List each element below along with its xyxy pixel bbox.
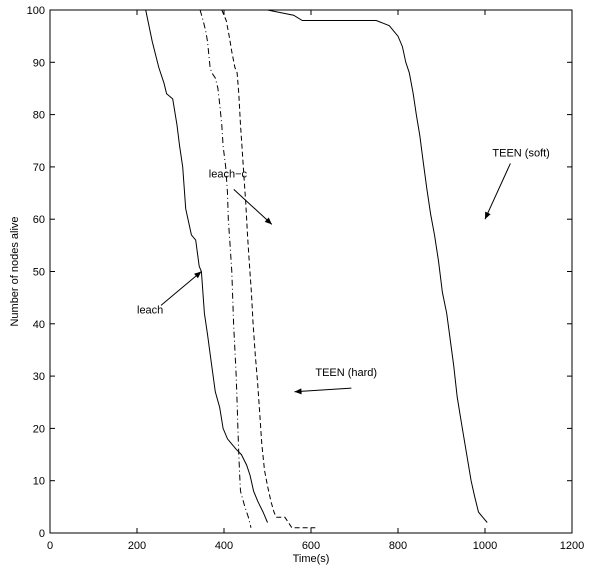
- series-line-leach-c: [199, 9, 252, 528]
- y-axis-label: Number of nodes alive: [9, 216, 21, 326]
- series-group: [145, 9, 488, 529]
- y-tick-label: 70: [33, 162, 45, 174]
- x-tick-label: 400: [215, 540, 233, 552]
- x-tick-label: 600: [302, 540, 320, 552]
- y-tick-label: 20: [33, 423, 45, 435]
- annotation-arrow-line: [484, 163, 511, 220]
- annotation-label: leach: [137, 304, 163, 316]
- annotation-label: TEEN (hard): [315, 367, 377, 379]
- x-tick-label: 1000: [473, 540, 497, 552]
- y-tick-label: 50: [33, 267, 45, 279]
- x-tick-label: 1200: [560, 540, 584, 552]
- annotations: TEEN (soft) leach−c leach TEEN (hard): [137, 147, 550, 395]
- y-tick-label: 0: [39, 528, 45, 540]
- x-tick-label: 0: [47, 540, 53, 552]
- series-line-teen-hard: [221, 9, 316, 529]
- y-tick-label: 10: [33, 476, 45, 488]
- y-tick-label: 30: [33, 371, 45, 383]
- x-axis-label: Time(s): [293, 553, 330, 565]
- annotation-label: leach−c: [209, 168, 248, 180]
- axis-ticks: 0 200 400 600 800 1000 1200 0 10 20 30 40 50 60 70 80 90…: [27, 5, 585, 552]
- y-tick-label: 40: [33, 319, 45, 331]
- x-tick-label: 200: [128, 540, 146, 552]
- y-tick-label: 90: [33, 57, 45, 69]
- annotation-arrowhead-icon: [264, 217, 272, 225]
- y-tick-label: 80: [33, 110, 45, 122]
- x-tick-label: 800: [389, 540, 407, 552]
- plot-area: [49, 9, 573, 534]
- annotation-arrowhead-icon: [294, 388, 302, 395]
- annotation-arrow-line: [294, 387, 352, 393]
- annotation-arrow-line: [160, 271, 202, 306]
- annotation-arrowhead-icon: [194, 271, 202, 279]
- series-line-teen-soft: [224, 9, 488, 523]
- annotation-arrow-line: [233, 188, 273, 225]
- annotation-label: TEEN (soft): [492, 147, 549, 159]
- series-line-leach: [145, 9, 268, 523]
- y-tick-label: 100: [27, 5, 45, 17]
- y-tick-label: 60: [33, 214, 45, 226]
- annotation-arrowhead-icon: [485, 211, 491, 220]
